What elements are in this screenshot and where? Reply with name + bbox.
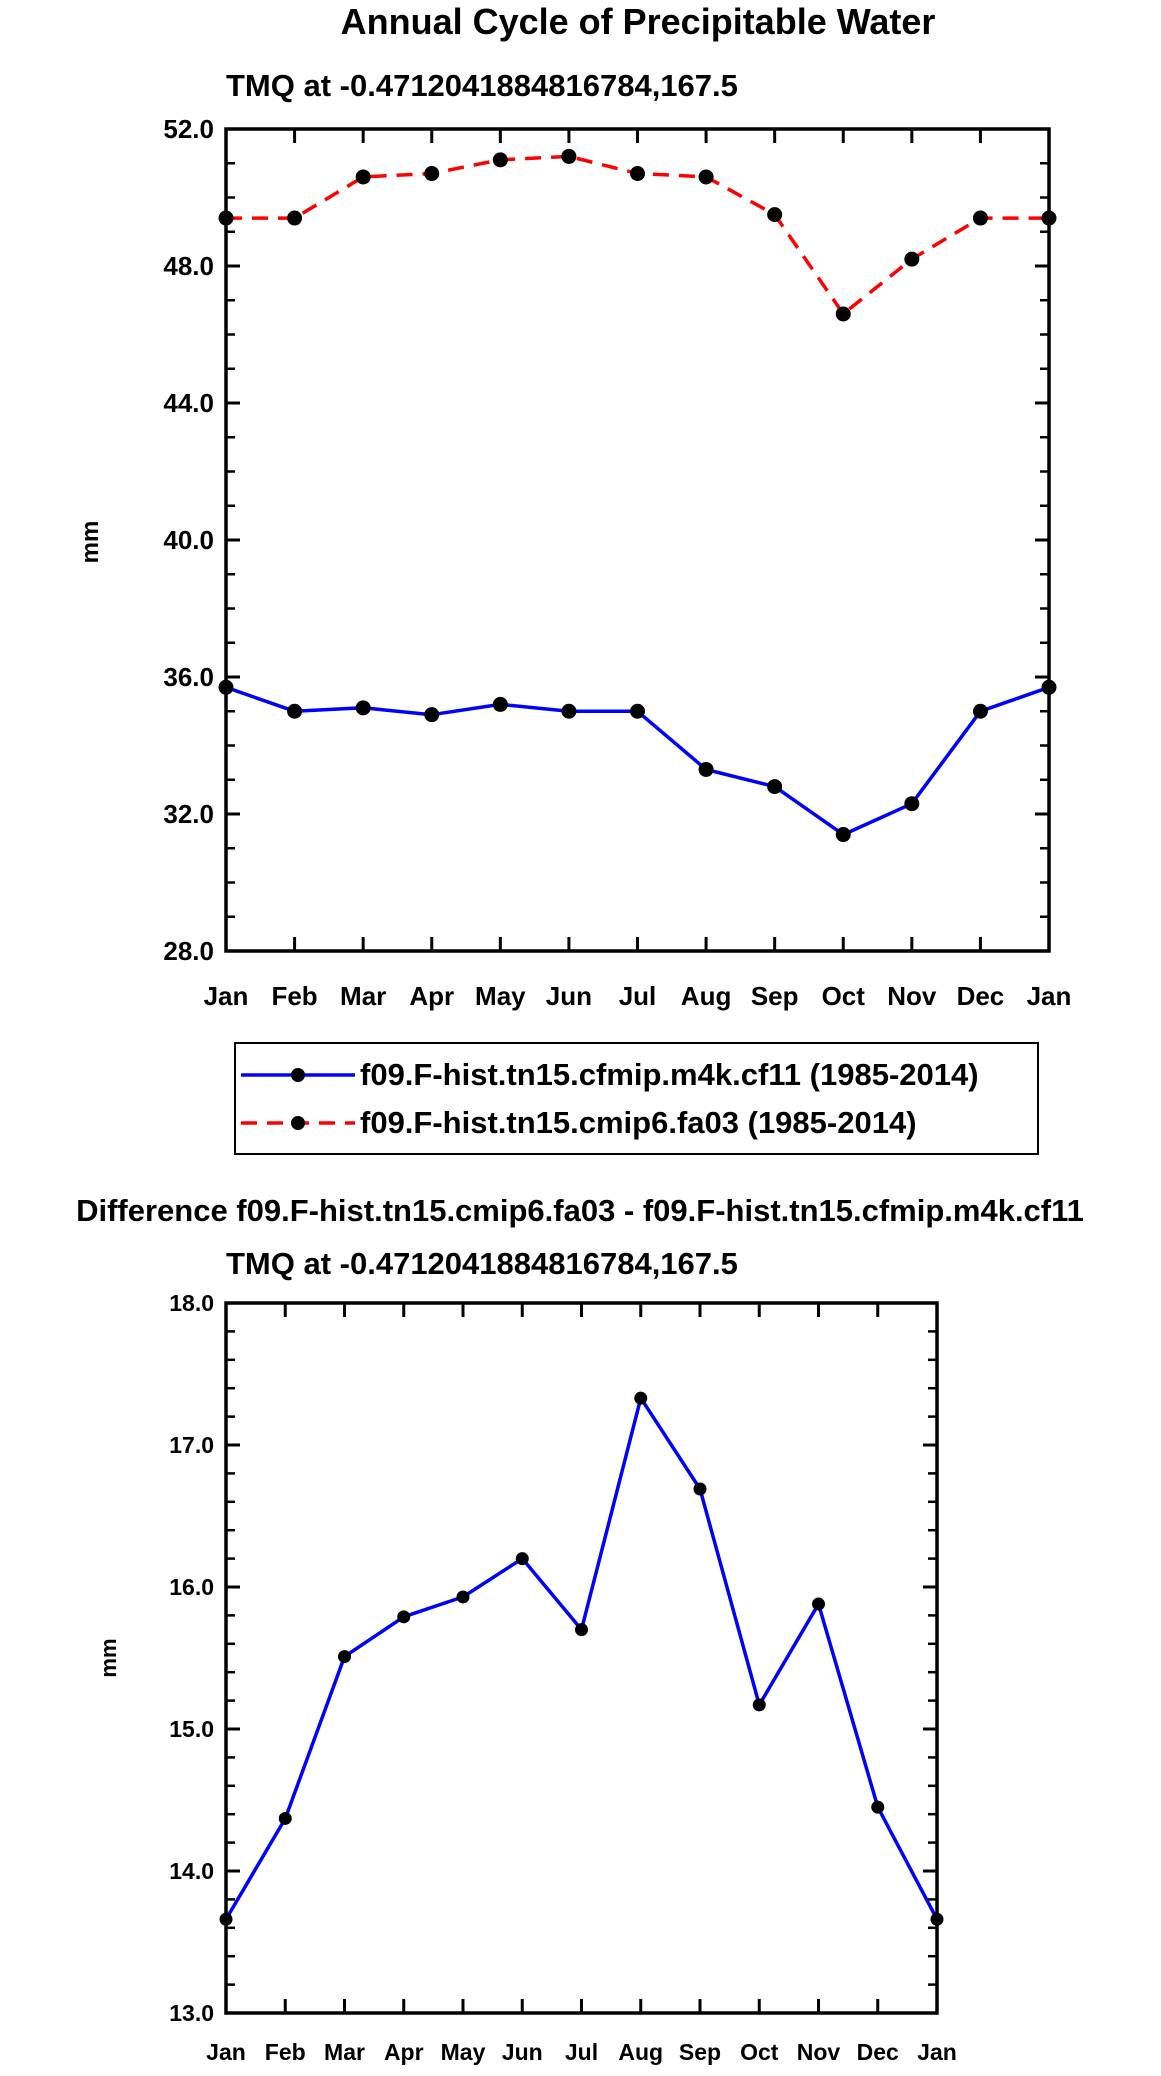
data-point — [287, 703, 303, 719]
data-point — [355, 169, 371, 185]
x-tick-label: Feb — [265, 2039, 306, 2065]
data-point — [972, 210, 988, 226]
x-tick-label: Jun — [502, 2039, 543, 2065]
data-point — [355, 700, 371, 716]
data-point — [575, 1623, 588, 1637]
y-tick-label: 40.0 — [163, 525, 214, 555]
data-point — [698, 761, 714, 777]
x-tick-label: Jan — [1027, 981, 1072, 1011]
legend-marker-blue — [291, 1068, 305, 1082]
data-point — [492, 152, 508, 168]
data-point — [287, 210, 303, 226]
x-tick-label: Nov — [887, 981, 937, 1011]
y-tick-label: 44.0 — [163, 388, 214, 418]
data-point — [693, 1482, 707, 1496]
x-tick-label: Mar — [324, 2039, 365, 2065]
x-tick-label: Feb — [271, 981, 317, 1011]
legend-label-red: f09.F-hist.tn15.cmip6.fa03 (1985-2014) — [360, 1105, 917, 1140]
x-tick-label: Oct — [740, 2039, 779, 2065]
data-point — [752, 1698, 766, 1712]
chart-subtitle: TMQ at -0.4712041884816784,167.5 — [226, 68, 738, 103]
data-point — [456, 1590, 470, 1604]
chart-title: Annual Cycle of Precipitable Water — [341, 1, 936, 42]
annual-cycle-chart: Annual Cycle of Precipitable Water TMQ a… — [77, 1, 1072, 1155]
x-tick-label: Jan — [917, 2039, 957, 2065]
data-point — [561, 148, 577, 164]
data-point — [698, 169, 714, 185]
data-point — [397, 1610, 411, 1624]
x-tick-label: Oct — [822, 981, 866, 1011]
x-tick-label: May — [475, 981, 526, 1011]
x-tick-label: Apr — [409, 981, 454, 1011]
y-tick-label: 16.0 — [169, 1574, 214, 1600]
x-tick-label: Sep — [751, 981, 799, 1011]
y-axis-label: mm — [77, 521, 104, 564]
x-tick-label: Dec — [857, 2039, 899, 2065]
y-tick-label: 15.0 — [169, 1716, 214, 1742]
data-point — [561, 703, 577, 719]
y-tick-label: 48.0 — [163, 251, 214, 281]
y-tick-label: 36.0 — [163, 662, 214, 692]
data-point — [424, 166, 440, 182]
y-axis-label: mm — [96, 1638, 121, 1677]
x-tick-label: Jan — [204, 981, 249, 1011]
chart-title: Difference f09.F-hist.tn15.cmip6.fa03 - … — [76, 1193, 1084, 1228]
x-tick-label: Jul — [565, 2039, 598, 2065]
x-tick-label: May — [441, 2039, 486, 2065]
data-point — [767, 779, 783, 795]
data-point — [278, 1811, 292, 1825]
data-point — [492, 696, 508, 712]
data-point — [835, 827, 851, 843]
y-tick-label: 14.0 — [169, 1858, 214, 1884]
data-point — [634, 1391, 648, 1405]
data-point — [338, 1650, 351, 1664]
plot-frame — [224, 127, 1051, 953]
data-point — [835, 306, 851, 322]
x-tick-label: Jun — [546, 981, 592, 1011]
data-point — [812, 1597, 825, 1611]
legend-label-blue: f09.F-hist.tn15.cfmip.m4k.cf11 (1985-201… — [360, 1057, 979, 1092]
data-point — [630, 703, 645, 719]
data-point — [904, 796, 920, 812]
x-tick-label: Jul — [619, 981, 657, 1011]
legend-box — [234, 1042, 1039, 1155]
data-point — [767, 207, 783, 223]
data-point — [424, 707, 440, 723]
y-tick-label: 18.0 — [169, 1290, 214, 1316]
data-point — [630, 166, 645, 182]
x-tick-label: Jan — [206, 2039, 246, 2065]
x-tick-label: Aug — [681, 981, 732, 1011]
y-tick-label: 32.0 — [163, 799, 214, 829]
legend: f09.F-hist.tn15.cfmip.m4k.cf11 (1985-201… — [234, 1042, 1039, 1155]
legend-marker-red — [291, 1116, 305, 1130]
chart-subtitle: TMQ at -0.4712041884816784,167.5 — [226, 1246, 738, 1281]
data-point — [515, 1552, 529, 1566]
data-point — [972, 703, 988, 719]
x-tick-label: Dec — [957, 981, 1005, 1011]
y-tick-label: 13.0 — [169, 2000, 214, 2026]
difference-chart: Difference f09.F-hist.tn15.cmip6.fa03 - … — [76, 1193, 1084, 2065]
data-point — [871, 1800, 885, 1814]
data-point — [904, 251, 920, 267]
x-tick-label: Mar — [340, 981, 386, 1011]
series-line-0 — [224, 1396, 939, 1921]
y-tick-label: 52.0 — [163, 114, 214, 144]
x-tick-label: Aug — [618, 2039, 663, 2065]
x-tick-label: Nov — [797, 2039, 841, 2065]
y-tick-label: 28.0 — [163, 936, 214, 966]
x-tick-label: Sep — [679, 2039, 721, 2065]
plot-frame — [224, 1301, 939, 2015]
x-tick-label: Apr — [384, 2039, 424, 2065]
y-tick-label: 17.0 — [169, 1432, 214, 1458]
